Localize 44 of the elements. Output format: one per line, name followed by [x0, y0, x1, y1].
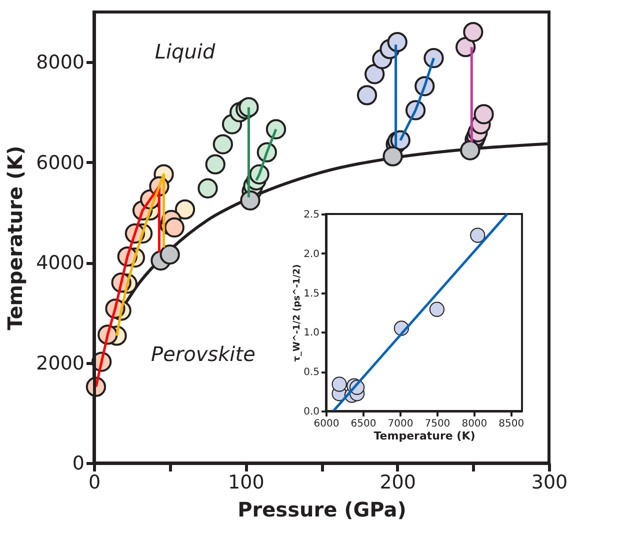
x-tick-label: 6500 — [350, 418, 376, 430]
point — [382, 146, 403, 166]
point — [198, 178, 218, 198]
point — [460, 140, 480, 160]
x-axis-title: Pressure (GPa) — [238, 498, 406, 522]
y-axis-title: τ_W^-1/2 (ps^-1/2) — [292, 264, 303, 362]
point — [266, 119, 286, 140]
y-tick-label: 0 — [72, 452, 84, 474]
y-tick-label: 2.0 — [304, 248, 320, 260]
x-tick-label: 200 — [380, 472, 416, 494]
point — [387, 32, 408, 52]
y-tick-label: 2.5 — [304, 210, 320, 220]
x-tick-label: 300 — [531, 472, 568, 494]
point — [332, 376, 347, 392]
point — [474, 104, 494, 124]
point — [174, 199, 196, 220]
y-tick-label: 0.0 — [304, 406, 320, 418]
annotation: Perovskite — [151, 342, 256, 366]
x-tick-label: 7000 — [388, 418, 414, 430]
point — [160, 244, 180, 265]
y-tick-label: 0.5 — [304, 367, 320, 378]
x-tick-label: 7500 — [424, 418, 450, 430]
y-tick-label: 6000 — [36, 152, 84, 174]
y-tick-label: 8000 — [36, 52, 84, 74]
annotation: Liquid — [154, 40, 216, 64]
point — [424, 48, 444, 68]
x-axis-title: Temperature (K) — [374, 430, 476, 442]
y-axis-title: Temperature (K) — [3, 146, 28, 330]
point — [429, 302, 445, 317]
point — [364, 64, 385, 84]
x-tick-label: 100 — [228, 472, 264, 494]
y-tick-label: 1.5 — [304, 288, 320, 300]
x-tick-label: 8000 — [462, 418, 488, 430]
y-tick-label: 4000 — [36, 252, 84, 274]
point — [356, 85, 378, 106]
point — [470, 228, 486, 243]
x-tick-label: 6000 — [314, 418, 340, 430]
y-tick-label: 2000 — [36, 352, 84, 374]
x-tick-label: 0 — [88, 472, 101, 494]
point — [205, 154, 226, 174]
point — [463, 22, 484, 42]
y-tick-label: 1.0 — [304, 328, 320, 339]
x-tick-label: 8500 — [498, 418, 524, 430]
point — [212, 134, 233, 154]
